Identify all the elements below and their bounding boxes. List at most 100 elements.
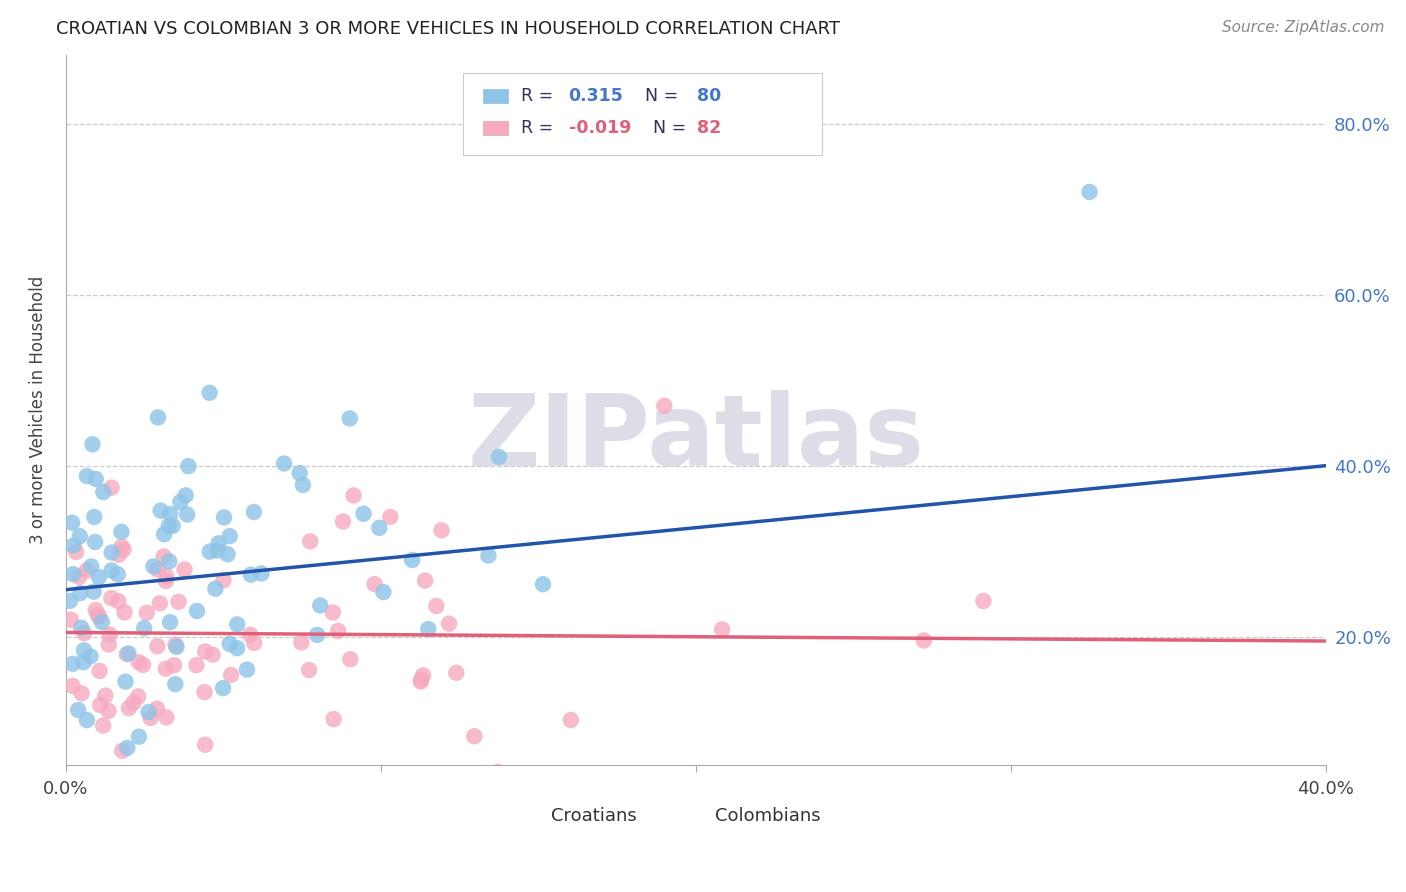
Point [117,647,139,661]
Point [89,698,111,712]
Point [118,701,141,715]
Point [239,567,262,582]
Point [100,564,122,578]
Point [159,615,181,630]
Point [62,567,84,582]
Point [174,488,197,502]
Point [135,606,157,620]
Point [326,624,349,638]
Point [94,689,117,703]
Bar [463,73,821,154]
Point [152,549,174,564]
Point [322,712,344,726]
Point [412,668,434,682]
Point [70,686,93,700]
Point [72,655,94,669]
Text: Source: ZipAtlas.com: Source: ZipAtlas.com [1222,20,1385,35]
Point [89,664,111,678]
Point [84,603,107,617]
Point [114,605,136,619]
Point [65,545,87,559]
Point [134,621,156,635]
Point [166,640,188,654]
Point [97,638,120,652]
Point [322,606,344,620]
Point [122,696,145,710]
Point [84,535,107,549]
Point [153,527,176,541]
Text: N =: N = [634,87,683,104]
Point [155,662,177,676]
Point [226,617,249,632]
Bar [482,88,508,103]
Point [380,510,402,524]
Text: R =: R = [520,87,564,104]
Point [82,437,104,451]
Point [446,665,468,680]
Point [76,713,98,727]
Point [98,627,121,641]
Point [108,548,131,562]
Point [207,543,229,558]
Point [477,549,499,563]
Point [149,503,172,517]
Point [290,635,312,649]
Point [186,604,208,618]
Point [176,508,198,522]
Point [243,505,266,519]
Point [418,622,440,636]
Point [142,559,165,574]
Point [218,637,240,651]
Point [128,655,150,669]
Point [373,585,395,599]
Point [463,729,485,743]
Point [139,711,162,725]
Point [226,641,249,656]
Text: Croatians: Croatians [551,807,637,825]
Point [711,623,734,637]
Point [114,674,136,689]
Point [84,472,107,486]
Point [162,518,184,533]
Text: 0.315: 0.315 [568,87,623,104]
Point [273,457,295,471]
Point [409,674,432,689]
Point [155,710,177,724]
Point [59,594,82,608]
Point [83,510,105,524]
Point [117,740,139,755]
Point [437,616,460,631]
Point [87,570,110,584]
Point [111,744,134,758]
Point [146,410,169,425]
Point [332,515,354,529]
Point [430,524,453,538]
Point [146,563,169,577]
Point [159,507,181,521]
Point [342,488,364,502]
Bar [482,121,508,136]
Point [425,599,447,613]
Y-axis label: 3 or more Vehicles in Household: 3 or more Vehicles in Household [30,276,46,544]
Point [307,628,329,642]
Point [339,652,361,666]
Point [67,570,90,584]
Point [60,516,83,530]
Point [83,584,105,599]
Point [91,718,114,732]
Text: 82: 82 [697,120,721,137]
Point [299,534,322,549]
Point [89,609,111,624]
Point [138,705,160,719]
Point [67,703,90,717]
Point [128,730,150,744]
Point [194,738,217,752]
Point [652,399,675,413]
Point [236,663,259,677]
Point [167,595,190,609]
Point [198,385,221,400]
Point [339,411,361,425]
Point [79,649,101,664]
Point [217,547,239,561]
Point [353,507,375,521]
